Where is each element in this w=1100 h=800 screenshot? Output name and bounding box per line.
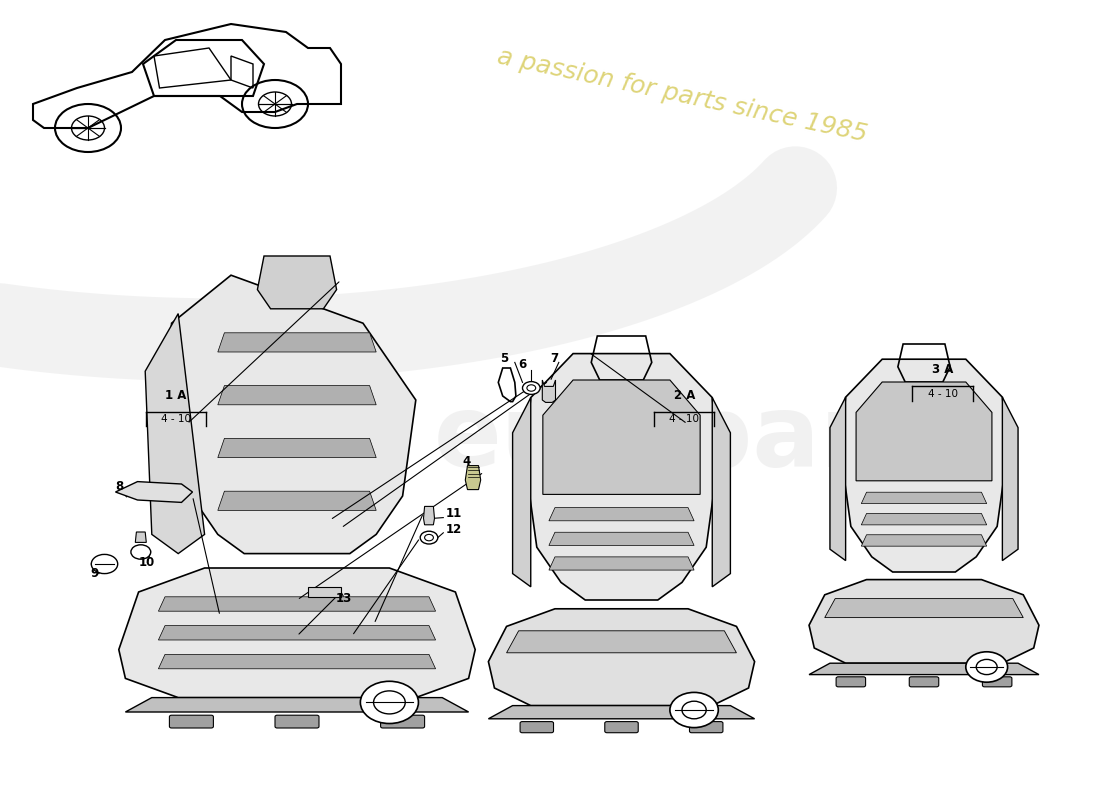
FancyBboxPatch shape <box>982 677 1012 687</box>
Text: 1 A: 1 A <box>165 389 187 402</box>
Polygon shape <box>808 579 1038 663</box>
Polygon shape <box>465 466 481 490</box>
Polygon shape <box>542 380 556 402</box>
Text: 4 - 10: 4 - 10 <box>161 414 191 424</box>
Polygon shape <box>488 609 755 706</box>
Polygon shape <box>513 398 530 587</box>
Polygon shape <box>506 630 737 653</box>
FancyBboxPatch shape <box>690 722 723 733</box>
Circle shape <box>131 545 151 559</box>
FancyBboxPatch shape <box>836 677 866 687</box>
Polygon shape <box>808 663 1038 674</box>
Polygon shape <box>257 256 337 309</box>
Polygon shape <box>861 492 987 504</box>
Text: 6: 6 <box>518 358 527 371</box>
Polygon shape <box>125 698 469 712</box>
Polygon shape <box>829 397 846 561</box>
Polygon shape <box>549 532 694 546</box>
Text: 2 A: 2 A <box>673 389 695 402</box>
Text: 11: 11 <box>446 507 462 520</box>
Circle shape <box>966 652 1008 682</box>
FancyBboxPatch shape <box>605 722 638 733</box>
Text: 4 - 10: 4 - 10 <box>669 414 700 424</box>
Polygon shape <box>158 597 436 611</box>
Text: 5: 5 <box>500 352 508 365</box>
Circle shape <box>522 382 540 394</box>
Polygon shape <box>158 626 436 640</box>
Polygon shape <box>525 354 718 600</box>
Polygon shape <box>542 380 700 494</box>
Polygon shape <box>825 598 1023 618</box>
Circle shape <box>670 692 718 728</box>
Circle shape <box>91 554 118 574</box>
Polygon shape <box>424 506 434 525</box>
Polygon shape <box>145 314 205 554</box>
Polygon shape <box>861 514 987 525</box>
FancyBboxPatch shape <box>381 715 425 728</box>
Polygon shape <box>116 482 192 502</box>
Text: 3 A: 3 A <box>932 363 954 376</box>
Polygon shape <box>218 491 376 510</box>
Polygon shape <box>308 587 341 597</box>
Polygon shape <box>713 398 730 587</box>
FancyBboxPatch shape <box>275 715 319 728</box>
Text: 4 - 10: 4 - 10 <box>927 389 958 398</box>
Polygon shape <box>135 532 146 542</box>
Polygon shape <box>158 654 436 669</box>
Circle shape <box>361 682 418 723</box>
Text: a passion for parts since 1985: a passion for parts since 1985 <box>495 45 869 147</box>
Text: 9: 9 <box>90 567 99 580</box>
FancyBboxPatch shape <box>910 677 938 687</box>
FancyBboxPatch shape <box>520 722 553 733</box>
Polygon shape <box>218 438 376 458</box>
Polygon shape <box>218 333 376 352</box>
Text: 13: 13 <box>336 592 352 605</box>
Text: 4: 4 <box>462 455 471 468</box>
Text: 7: 7 <box>550 352 558 365</box>
Polygon shape <box>549 508 694 521</box>
Polygon shape <box>856 382 992 481</box>
Text: 8: 8 <box>116 480 123 493</box>
Text: 12: 12 <box>446 523 462 536</box>
Polygon shape <box>1002 397 1019 561</box>
Text: eurspares: eurspares <box>433 391 997 489</box>
Polygon shape <box>549 557 694 570</box>
Polygon shape <box>861 534 987 546</box>
FancyBboxPatch shape <box>169 715 213 728</box>
Polygon shape <box>488 706 755 719</box>
Polygon shape <box>840 359 1008 572</box>
Text: 10: 10 <box>139 556 155 569</box>
Circle shape <box>420 531 438 544</box>
Polygon shape <box>165 275 416 554</box>
Polygon shape <box>218 386 376 405</box>
Polygon shape <box>119 568 475 698</box>
